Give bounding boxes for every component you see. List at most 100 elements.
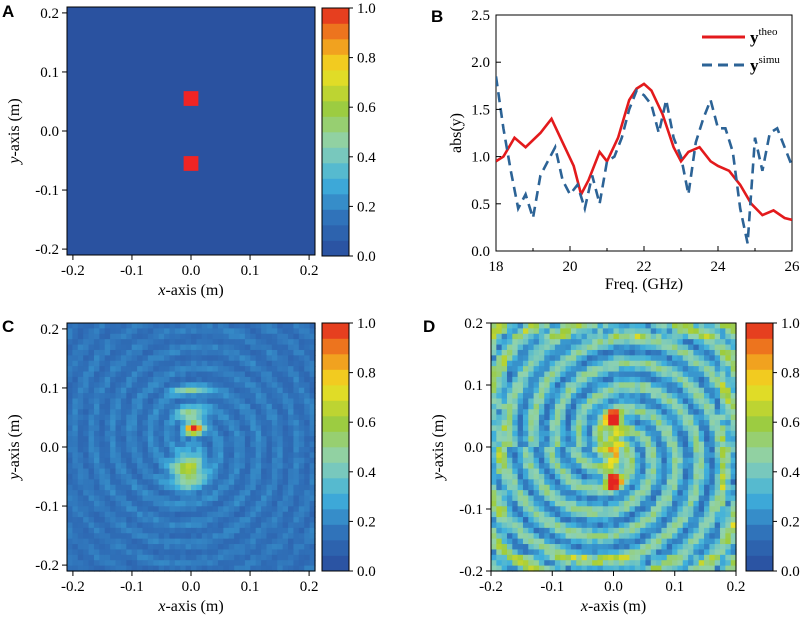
panel-c-cell	[158, 328, 165, 335]
panel-c-cell	[293, 549, 300, 556]
panel-c-cell	[288, 457, 295, 464]
panel-d-cell	[666, 403, 673, 410]
panel-c-cell	[110, 506, 117, 513]
panel-c-cell	[244, 560, 251, 567]
panel-d-cell	[517, 376, 524, 383]
panel-d-cell	[533, 473, 540, 480]
panel-d-cell	[592, 398, 599, 405]
panel-d-cell	[501, 565, 508, 572]
panel-d-cell	[501, 441, 508, 448]
panel-d-cell	[544, 527, 551, 534]
panel-d-cell	[688, 366, 694, 373]
panel-d-cell	[549, 398, 556, 405]
panel-d-cell	[645, 333, 652, 340]
panel-d-cell	[565, 398, 572, 405]
panel-c-cell	[244, 420, 251, 427]
panel-d-cell	[549, 495, 556, 502]
panel-d-cell	[677, 500, 684, 507]
panel-c-cell	[228, 366, 235, 373]
panel-c-cell	[309, 554, 316, 561]
panel-d-cell	[618, 522, 625, 529]
panel-d-cell	[629, 355, 636, 362]
panel-c-cell	[239, 403, 246, 410]
panel-d-cell	[650, 473, 657, 480]
panel-d-cell	[608, 533, 615, 540]
panel-c-cell	[110, 549, 117, 556]
panel-c-cell	[239, 366, 246, 373]
panel-c-cell	[88, 554, 95, 561]
panel-c-cell	[201, 544, 208, 551]
panel-d-cell	[549, 436, 556, 443]
panel-d-cell	[624, 490, 631, 497]
panel-d-cell	[645, 490, 652, 497]
panel-c-cell	[164, 398, 171, 405]
panel-c-cell	[158, 436, 165, 443]
panel-c-cell	[77, 409, 84, 416]
panel-c-cell	[239, 447, 246, 453]
panel-d-cell	[624, 366, 631, 373]
panel-c-cell	[72, 522, 79, 529]
panel-c-cell	[104, 387, 111, 394]
panel-c-cell	[99, 339, 106, 346]
panel-c-cell	[288, 473, 295, 480]
panel-d-cell	[656, 468, 663, 475]
panel-d-cell	[522, 376, 529, 383]
panel-c-cell	[164, 495, 171, 502]
panel-c-cell	[277, 398, 284, 405]
panel-c-cell	[180, 527, 187, 534]
panel-d-cell	[533, 339, 540, 346]
panel-c-cell	[83, 457, 90, 464]
panel-d-cell	[544, 538, 551, 545]
panel-c-cell	[234, 398, 241, 405]
panel-d-cell	[496, 393, 503, 400]
panel-c-cell	[169, 425, 176, 432]
panel-d-cell	[597, 403, 604, 410]
panel-d-cell	[677, 544, 684, 551]
panel-c-cell	[88, 490, 95, 497]
panel-d-cell	[656, 527, 663, 534]
panel-c-cell	[164, 436, 171, 443]
panel-c-cell	[228, 468, 235, 475]
panel-d-cell	[666, 544, 673, 551]
panel-c-cell	[137, 549, 144, 556]
panel-d-cell	[560, 473, 567, 480]
panel-d-cell	[533, 517, 540, 524]
panel-d-cell	[554, 544, 561, 551]
panel-d-cell	[698, 403, 705, 410]
panel-d-cell	[640, 376, 647, 383]
panel-d-cell	[682, 360, 689, 367]
panel-c-cell	[115, 425, 122, 432]
panel-d-cell	[629, 484, 636, 491]
panel-d-cell	[576, 506, 583, 513]
panel-c-cell	[88, 393, 95, 400]
panel-d-cell	[491, 447, 497, 453]
panel-d-cell	[688, 398, 694, 405]
panel-d-cell	[496, 436, 503, 443]
panel-c-cell	[158, 511, 165, 518]
panel-c-cell	[120, 500, 127, 507]
panel-c-cell	[115, 366, 122, 373]
panel-d-cell	[725, 333, 732, 340]
panel-c-cell	[126, 517, 133, 524]
panel-d-cell	[661, 479, 668, 486]
panel-c-cell	[196, 522, 203, 529]
panel-d-cell	[672, 447, 679, 453]
panel-d-cell	[688, 538, 694, 545]
panel-d-cell	[698, 436, 705, 443]
panel-d-cell	[682, 393, 689, 400]
panel-c-cell	[304, 425, 311, 432]
panel-c-cell	[298, 344, 305, 351]
panel-c-cell	[120, 506, 127, 513]
panel-c-cell	[217, 447, 224, 453]
panel-d-cell	[560, 409, 567, 416]
panel-d-cell	[693, 527, 700, 534]
panel-d-cell	[720, 490, 726, 497]
panel-d-cell	[613, 506, 620, 513]
panel-c-cell	[277, 565, 284, 572]
panel-c-cell	[110, 560, 117, 567]
panel-c-cell	[169, 382, 176, 389]
panel-c-cell	[126, 339, 133, 346]
panel-d-cell	[656, 549, 663, 556]
panel-c-cell	[180, 349, 187, 356]
panel-c-cell	[115, 538, 122, 545]
